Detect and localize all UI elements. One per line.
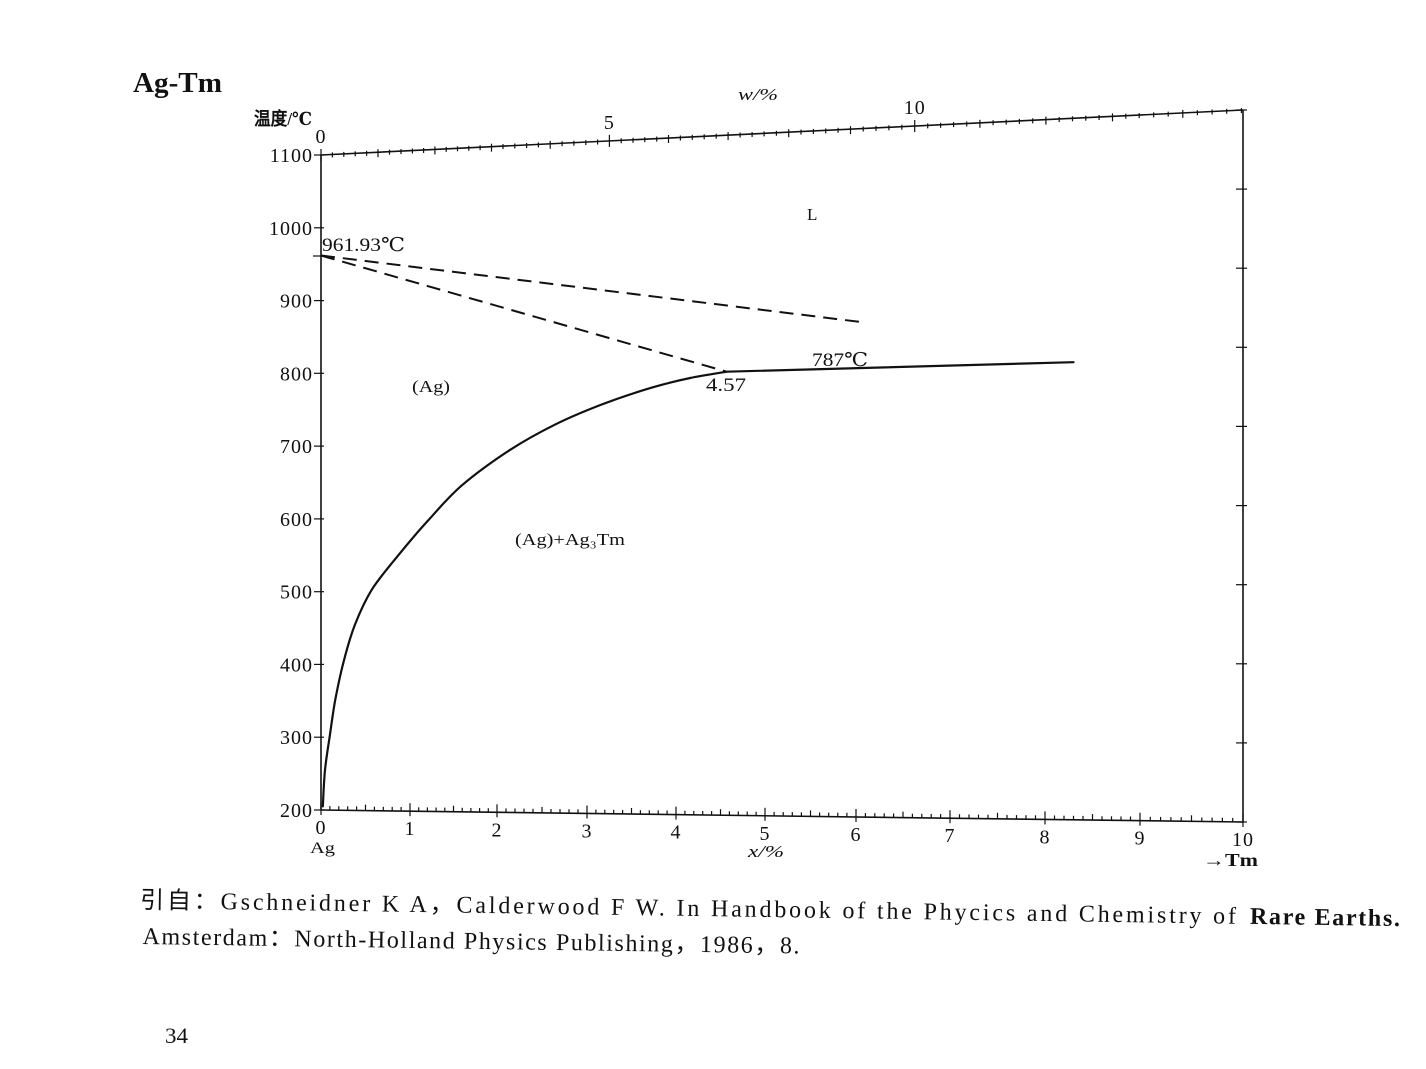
phase-boundary-line-4 [320,254,727,373]
top-tick-label: 5 [604,112,615,134]
x-tick-label: 8 [1040,826,1051,848]
y-tick-label: 1100 [270,145,313,167]
phase-boundaries [320,254,1075,808]
x-tick-label: 1 [405,818,416,840]
top-tick-label: 0 [316,126,327,148]
page-number: 34 [165,1023,188,1048]
x-tick-label: 0 [316,817,327,839]
x-tick-label: 3 [582,821,593,843]
x-tick-label: 6 [851,824,862,846]
x-tick-label: 4 [671,822,682,844]
x-tick-label: 10 [1232,829,1254,851]
y-tick-label: 200 [280,800,313,822]
x-axis-label: x/% [747,842,784,861]
top-axis-line [320,109,1244,156]
phase-boundary-line-3 [320,254,862,324]
annotation-max-solubility: 4.57 [706,375,746,396]
x-axis-line [320,809,1244,823]
x-tick-label: 9 [1135,828,1146,850]
y-tick-label: 800 [280,363,313,385]
region-label-liquid: L [807,205,817,224]
y-axis-ticks: 200 300 400 500 600 700 800 900 1000 1100 [269,145,324,822]
phase-boundary-line-1 [321,370,728,808]
x-axis-ticks: 0 1 2 3 4 5 6 7 8 9 10 [316,802,1254,851]
y-tick-label: 300 [280,727,313,749]
y-tick-label: 700 [280,436,313,458]
top-axis-label: w/% [738,85,778,104]
x-tick-label: 7 [945,825,956,847]
annotation-eutectic-temperature: 787℃ [812,350,868,371]
x-tick-label: 5 [760,823,771,845]
x-axis-start-label: Ag [310,840,335,857]
y-tick-label: 400 [280,654,313,676]
y-tick-label: 500 [280,582,313,604]
y-tick-label: 600 [280,509,313,531]
region-label-ag-solid-solution: (Ag) [412,377,450,396]
phase-boundary-line-2 [725,361,1075,373]
annotation-melting-point: 961.93℃ [322,235,405,256]
region-label-two-phase: (Ag)+Ag₃Tm [515,530,625,549]
y-tick-label: 900 [280,291,313,313]
citation-line-1-bold: Rare Earths. [1250,904,1400,932]
y-tick-label: 1000 [269,218,313,240]
x-tick-label: 2 [492,819,503,841]
top-axis-ticks: 0 5 10 [316,97,1243,161]
x-axis-end-label: →Tm [1203,850,1258,870]
chart-title: Ag-Tm [133,68,222,99]
phase-diagram: 温度/℃ w/% 0 1 2 3 4 5 6 7 8 9 10 200 300 400 500 600 700… [254,85,1258,870]
y-axis-label: 温度/℃ [254,108,312,129]
top-tick-label: 10 [904,97,926,119]
plot-frame [320,109,1244,823]
